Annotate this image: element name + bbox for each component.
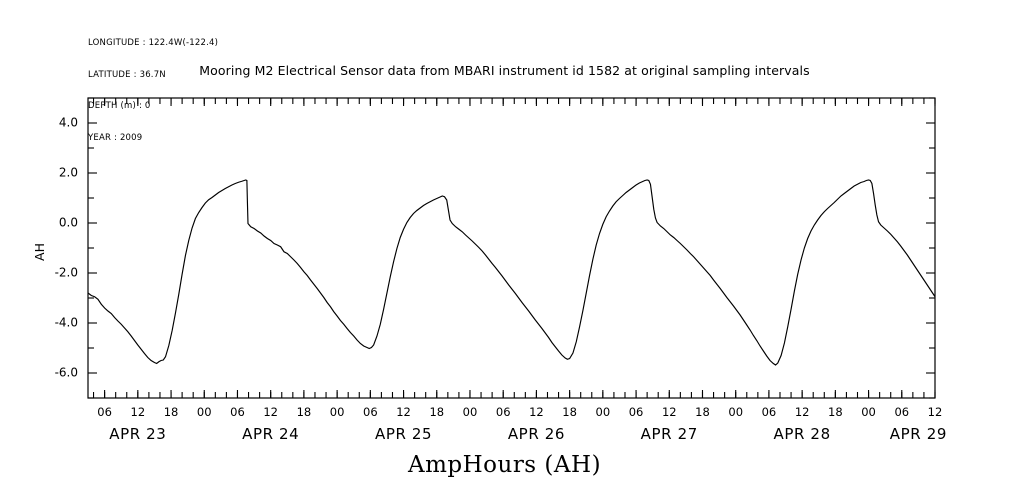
y-tick-label: -6.0 [55,366,78,380]
metadata-block: LONGITUDE : 122.4W(-122.4) LATITUDE : 36… [88,17,218,164]
x-day-label: APR 29 [890,425,947,443]
x-tick-label: 00 [596,405,611,419]
x-tick-label: 12 [529,405,544,419]
x-axis-tick-labels: 06 12 18 00 06 12 18 00 06 12 18 00 06 12 18 00 06 12 18 00… [97,405,942,419]
x-tick-label: 06 [894,405,909,419]
x-axis-title: AmpHours (AH) [407,452,602,478]
y-tick-label: -4.0 [55,316,78,330]
x-tick-label: 18 [164,405,179,419]
x-tick-label: 06 [97,405,112,419]
x-tick-label: 06 [230,405,245,419]
chart-title: Mooring M2 Electrical Sensor data from M… [199,63,810,78]
x-tick-label: 18 [297,405,312,419]
x-tick-label: 00 [197,405,212,419]
y-axis-title: AH [32,243,47,261]
x-day-label: APR 25 [375,425,432,443]
y-tick-label: 0.0 [59,216,78,230]
x-tick-label: 00 [861,405,876,419]
x-day-label: APR 28 [774,425,831,443]
y-tick-label: 4.0 [59,116,78,130]
x-tick-label: 12 [131,405,146,419]
depth-text: DEPTH (m) : 0 [88,101,151,111]
y-axis-tick-labels: 4.0 2.0 0.0 -2.0 -4.0 -6.0 [55,116,78,380]
longitude-text: LONGITUDE : 122.4W(-122.4) [88,38,219,48]
x-tick-label: 18 [562,405,577,419]
y-tick-label: 2.0 [59,166,78,180]
x-day-label: APR 23 [109,425,166,443]
data-series-line [87,179,936,366]
x-tick-label: 12 [263,405,278,419]
x-tick-label: 00 [728,405,743,419]
year-text: YEAR : 2009 [88,132,143,143]
x-day-label: APR 26 [508,425,565,443]
x-tick-label: 12 [795,405,810,419]
x-tick-label: 06 [762,405,777,419]
y-axis-minor-ticks [88,97,935,399]
x-tick-label: 18 [429,405,444,419]
x-tick-label: 12 [662,405,677,419]
x-day-label: APR 24 [242,425,299,443]
x-tick-label: 12 [928,405,943,419]
x-tick-label: 18 [828,405,843,419]
plot-frame [87,97,936,399]
x-axis-major-ticks [104,98,936,398]
x-tick-label: 06 [629,405,644,419]
y-axis-major-ticks [88,122,935,374]
x-axis-day-labels: APR 23 APR 24 APR 25 APR 26 APR 27 APR 28 APR … [109,425,947,443]
x-tick-label: 06 [496,405,511,419]
x-tick-label: 06 [363,405,378,419]
x-tick-label: 12 [396,405,411,419]
x-day-label: APR 27 [641,425,698,443]
x-tick-label: 00 [330,405,345,419]
y-tick-label: -2.0 [55,266,78,280]
x-tick-label: 18 [695,405,710,419]
x-axis-minor-ticks [92,98,936,398]
x-tick-label: 00 [463,405,478,419]
latitude-text: LATITUDE : 36.7N [88,69,166,80]
